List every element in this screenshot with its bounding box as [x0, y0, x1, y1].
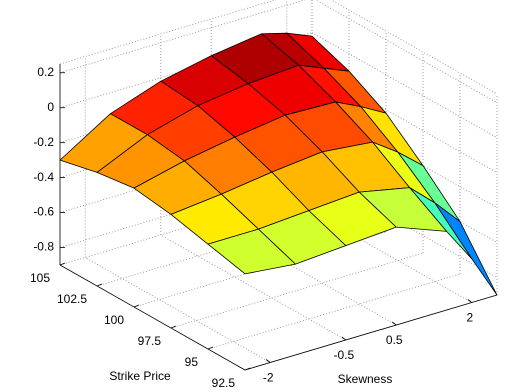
x-tick [265, 359, 271, 363]
z-tick-label: 0 [47, 100, 54, 114]
y-tick-label: 105 [30, 271, 50, 285]
y-tick [170, 325, 177, 329]
x-tick [467, 299, 473, 303]
surface-face [207, 228, 296, 275]
x-tick-label: 0.5 [386, 333, 403, 347]
y-axis-label: Strike Price [109, 369, 171, 383]
grid-line [311, 172, 498, 278]
z-tick-label: 0.2 [37, 65, 54, 79]
x-tick-label: 2 [466, 311, 473, 325]
z-tick-label: -0.4 [33, 170, 54, 184]
box-edge [330, 0, 498, 95]
grid-line [311, 102, 498, 208]
y-tick [133, 304, 140, 308]
z-tick-label: -0.8 [33, 240, 54, 254]
grid-line [170, 252, 424, 329]
grid-line [311, 32, 498, 139]
y-tick-label: 100 [104, 313, 124, 327]
y-tick-label: 102.5 [57, 292, 87, 306]
y-tick [59, 262, 66, 266]
y-tick [96, 283, 103, 287]
grid-line [160, 234, 346, 341]
grid-line [315, 0, 498, 104]
y-tick-label: 92.5 [212, 376, 236, 390]
grid-line [311, 67, 498, 174]
grid-line [311, 137, 498, 243]
y-tick [207, 346, 214, 350]
x-axis [244, 294, 498, 371]
y-tick-label: 95 [185, 355, 199, 369]
x-axis-label: Skewness [338, 372, 393, 386]
y-tick-label: 97.5 [138, 334, 162, 348]
grid-line [59, 0, 306, 74]
x-tick-label: -2 [263, 371, 274, 385]
z-tick-label: -0.2 [33, 135, 54, 149]
x-tick-label: -0.5 [333, 348, 354, 362]
grid-line [207, 273, 461, 350]
y-tick [244, 367, 251, 371]
x-tick [341, 336, 347, 341]
box-edge [59, 0, 277, 65]
y-axis [59, 264, 246, 371]
grid-line [85, 257, 271, 363]
x-tick [391, 321, 397, 326]
z-tick-label: -0.6 [33, 205, 54, 219]
